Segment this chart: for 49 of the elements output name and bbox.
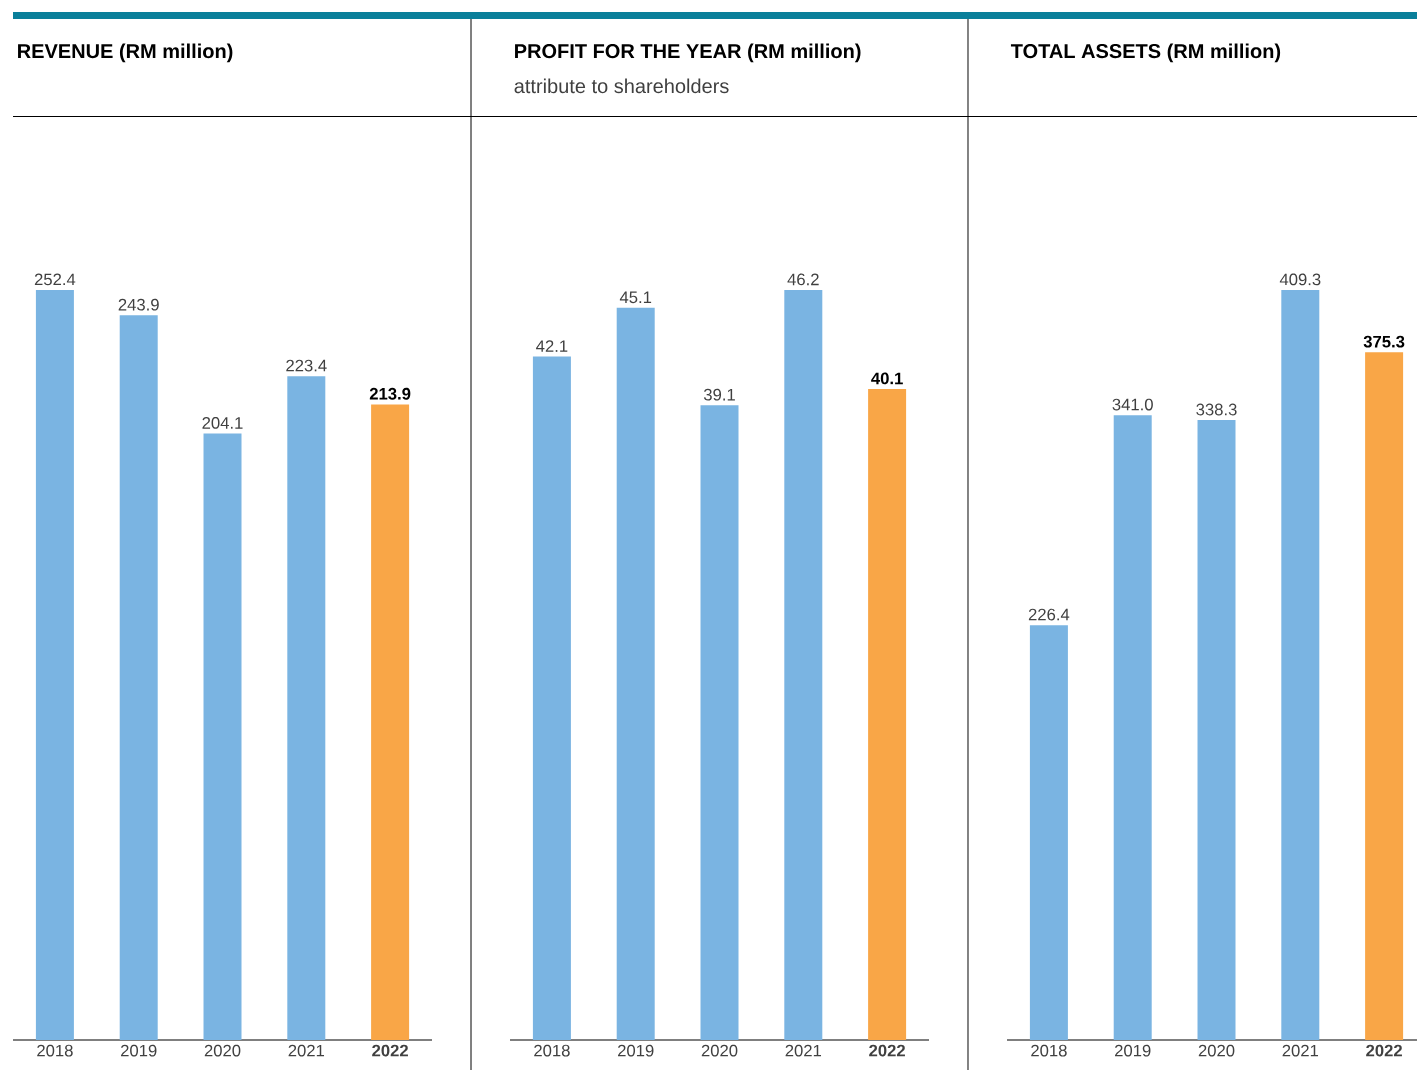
bar — [371, 404, 410, 1040]
data-label: 338.3 — [1196, 403, 1237, 416]
x-tick-label: 2022 — [1366, 1044, 1402, 1057]
bar — [203, 433, 242, 1040]
bar — [119, 315, 158, 1040]
data-label: 375.3 — [1363, 335, 1405, 348]
x-tick-label: 2020 — [701, 1044, 738, 1057]
x-tick-label: 2019 — [1115, 1044, 1151, 1057]
x-tick-label: 2022 — [372, 1044, 408, 1057]
data-label: 45.1 — [619, 291, 652, 304]
x-tick-label: 2018 — [1031, 1044, 1067, 1057]
x-tick-label: 2022 — [869, 1044, 905, 1057]
x-tick-label: 2021 — [288, 1044, 325, 1057]
data-label: 252.4 — [34, 273, 76, 286]
bar — [35, 290, 74, 1040]
x-tick-label: 2018 — [534, 1044, 570, 1057]
data-label: 40.1 — [871, 372, 903, 385]
bar — [700, 405, 739, 1040]
bar — [616, 307, 655, 1040]
x-tick-label: 2018 — [37, 1044, 73, 1057]
chart-title: REVENUE (RM million) — [18, 43, 233, 63]
bar — [868, 389, 907, 1040]
data-label: 204.1 — [202, 417, 243, 429]
data-label: 341.0 — [1112, 398, 1153, 411]
bar — [1113, 415, 1152, 1040]
bar — [287, 376, 326, 1040]
x-tick-label: 2020 — [204, 1044, 241, 1057]
bar — [532, 356, 571, 1040]
chart-title: PROFIT FOR THE YEAR (RM million) — [515, 43, 861, 63]
data-label: 243.9 — [118, 298, 159, 311]
bar — [784, 290, 823, 1040]
bar — [1281, 290, 1320, 1040]
data-label: 213.9 — [369, 387, 411, 400]
x-tick-label: 2019 — [618, 1044, 654, 1057]
chart-subtitle: attribute to shareholders — [514, 78, 729, 94]
data-label: 226.4 — [1028, 608, 1070, 621]
data-label: 42.1 — [536, 340, 568, 352]
x-tick-label: 2021 — [1282, 1044, 1319, 1057]
chart-title: TOTAL ASSETS (RM million) — [1010, 43, 1281, 63]
bar — [1029, 625, 1068, 1040]
data-label: 46.2 — [787, 273, 819, 286]
bar — [1197, 420, 1236, 1040]
data-label: 409.3 — [1279, 273, 1321, 286]
x-tick-label: 2019 — [121, 1044, 157, 1057]
data-label: 39.1 — [703, 388, 735, 401]
bar — [1365, 352, 1404, 1040]
data-label: 223.4 — [286, 359, 327, 372]
x-tick-label: 2021 — [785, 1044, 822, 1057]
x-tick-label: 2020 — [1198, 1044, 1235, 1057]
